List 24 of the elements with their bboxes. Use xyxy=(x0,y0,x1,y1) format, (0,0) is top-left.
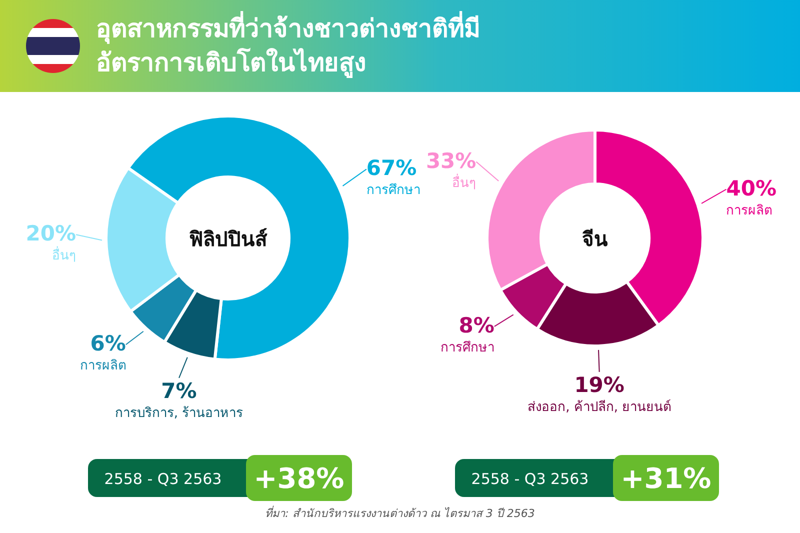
slice-label: การศึกษา xyxy=(440,340,494,356)
text: 2558 - Q3 2563 xyxy=(104,470,222,488)
slice-label: การผลิต xyxy=(80,358,126,374)
data-label: 8% xyxy=(458,313,494,338)
text: +31% xyxy=(620,462,712,495)
chart-title: อุตสาหกรรมที่ว่าจ้างชาวต่างชาติที่มีอัตราการเติบโตในไทยสูง xyxy=(96,12,481,80)
text: ฟิลิปปินส์ xyxy=(189,227,268,251)
slice-label: อื่นๆ xyxy=(52,246,76,264)
data-label: 40% xyxy=(726,176,777,200)
text: 2558 - Q3 2563 xyxy=(471,470,589,488)
data-label: 20% xyxy=(26,222,76,246)
slice-label: การศึกษา xyxy=(366,183,420,198)
data-label: 19% xyxy=(574,372,624,397)
text: ที่มา: สำนักบริหารแรงงานต่างด้าว ณ ไตรมาส 3 ปี 2563 xyxy=(265,505,535,520)
data-label: 6% xyxy=(90,332,126,356)
slice-label: ส่งออก, ค้าปลีก, ยานยนต์ xyxy=(528,398,672,415)
text: จีน xyxy=(582,227,608,251)
data-label: 7% xyxy=(161,378,197,403)
slice-label: การบริการ, ร้านอาหาร xyxy=(114,406,244,421)
text: +38% xyxy=(254,462,344,495)
data-label: 67% xyxy=(366,156,417,180)
slice-label: การผลิต xyxy=(726,203,772,218)
slice-label: อื่นๆ xyxy=(452,174,476,191)
data-label: 33% xyxy=(426,148,476,173)
